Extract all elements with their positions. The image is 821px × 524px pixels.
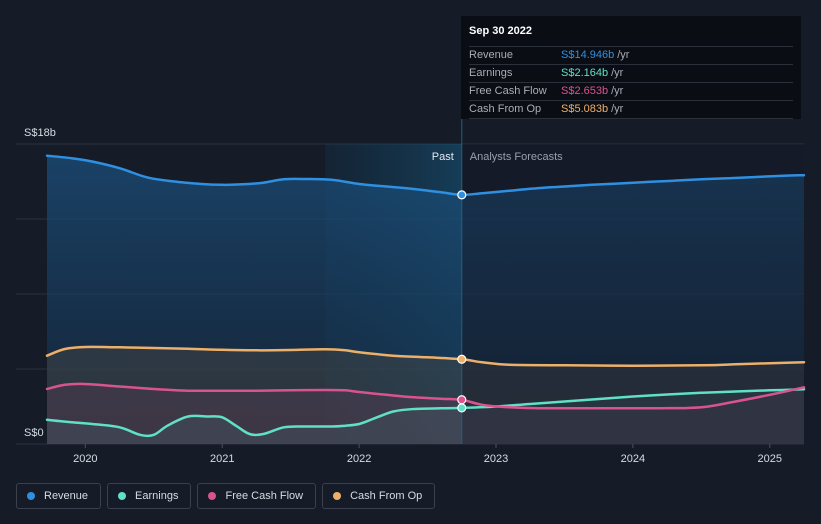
tooltip-date: Sep 30 2022 <box>469 25 532 37</box>
legend-label: Cash From Op <box>350 490 423 502</box>
tooltip-value: S$2.164b <box>561 67 609 79</box>
tooltip-value: S$2.653b <box>561 85 609 97</box>
x-tick-label: 2021 <box>210 453 234 465</box>
chart: S$18b S$0 Past Analysts Forecasts 2020 2021 20… <box>16 16 806 465</box>
x-tick-label: 2020 <box>73 453 97 465</box>
legend-item-free-cash-flow[interactable]: Free Cash Flow <box>197 483 317 509</box>
x-tick-label: 2024 <box>621 453 645 465</box>
legend-item-revenue[interactable]: Revenue <box>16 483 102 509</box>
legend-dot-icon <box>118 492 127 500</box>
legend: Revenue Earnings Free Cash Flow Cash Fro… <box>16 483 436 509</box>
tooltip-row-cash-from-op: Cash From Op S$5.083b /yr <box>469 100 793 119</box>
tooltip-unit: /yr <box>611 103 624 115</box>
marker-revenue <box>457 190 467 200</box>
y-axis-top-label: S$18b <box>24 127 56 139</box>
tooltip-label: Revenue <box>469 49 514 61</box>
x-tick-label: 2025 <box>758 453 782 465</box>
legend-label: Earnings <box>135 490 179 502</box>
y-axis-bottom-label: S$0 <box>24 427 44 439</box>
marker-free-cash-flow <box>457 395 467 405</box>
legend-dot-icon <box>333 492 342 500</box>
legend-item-earnings[interactable]: Earnings <box>107 483 192 509</box>
tooltip-unit: /yr <box>611 85 624 97</box>
area-revenue <box>47 155 804 444</box>
area-cash-from-op <box>47 346 804 444</box>
legend-dot-icon <box>27 492 35 500</box>
tooltip-unit: /yr <box>617 49 630 61</box>
marker-cash-from-op <box>457 354 467 364</box>
tooltip-label: Cash From Op <box>469 103 542 115</box>
x-tick-label: 2022 <box>347 453 371 465</box>
legend-label: Revenue <box>44 490 89 502</box>
line-earnings <box>45 388 806 438</box>
area-earnings <box>47 389 804 444</box>
forecast-region-dim <box>461 144 804 444</box>
x-tick-label: 2023 <box>484 453 508 465</box>
forecast-label: Analysts Forecasts <box>470 151 563 163</box>
legend-dot-icon <box>208 492 217 500</box>
past-label: Past <box>432 151 454 163</box>
tooltip-label: Earnings <box>469 67 513 79</box>
area-free-cash-flow <box>47 383 804 444</box>
line-cash-from-op <box>45 345 806 367</box>
legend-item-cash-from-op[interactable]: Cash From Op <box>322 483 436 509</box>
tooltip-row-free-cash-flow: Free Cash Flow S$2.653b /yr <box>469 82 793 100</box>
tooltip-value: S$5.083b <box>561 103 609 115</box>
tooltip-label: Free Cash Flow <box>469 85 547 97</box>
legend-label: Free Cash Flow <box>225 490 304 502</box>
tooltip-row-earnings: Earnings S$2.164b /yr <box>469 64 793 82</box>
line-revenue <box>45 154 806 197</box>
tooltip-unit: /yr <box>611 67 624 79</box>
marker-earnings <box>457 403 467 413</box>
line-free-cash-flow <box>45 382 806 410</box>
tooltip-value: S$14.946b <box>561 49 615 61</box>
tooltip-row-revenue: Revenue S$14.946b /yr <box>469 46 793 64</box>
tooltip: Sep 30 2022 Revenue S$14.946b /yr Earnin… <box>461 16 801 119</box>
